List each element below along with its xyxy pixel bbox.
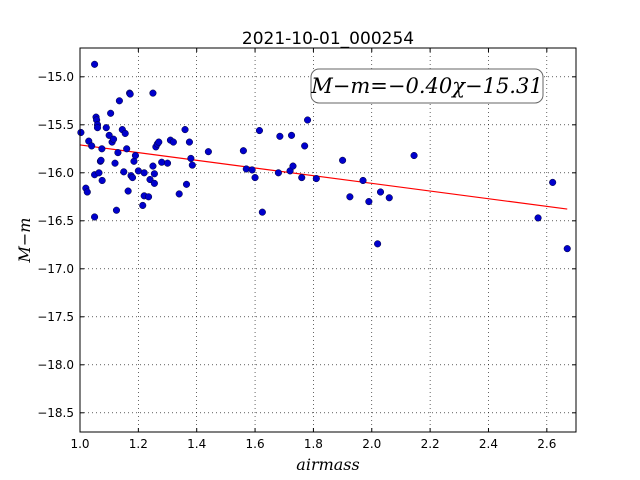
data-point [77, 128, 85, 137]
data-point [204, 148, 212, 156]
x-tick-label: 1.4 [187, 437, 206, 451]
data-point [130, 157, 138, 165]
fit-equation-box: M−m=−0.40χ−15.31 [310, 68, 544, 104]
data-point [304, 116, 312, 124]
data-point [149, 162, 157, 170]
x-tick-label: 2.0 [362, 437, 381, 451]
y-tick-label: −16.0 [37, 166, 74, 180]
data-point [175, 190, 183, 198]
data-point [102, 124, 110, 132]
data-point [258, 208, 266, 216]
data-point [91, 213, 99, 221]
data-point [121, 129, 129, 137]
data-point [95, 169, 103, 177]
plot-area-frame [79, 47, 577, 433]
y-tick-label: −15.5 [37, 118, 74, 132]
data-point [150, 170, 158, 178]
data-point [150, 179, 158, 187]
data-point [91, 60, 99, 68]
x-tick-labels: 1.0 1.2 1.4 1.6 1.8 2.0 2.2 2.4 2.6 [70, 437, 556, 451]
y-tick-label: −18.5 [37, 406, 74, 420]
data-points [77, 60, 571, 253]
data-point [248, 166, 256, 174]
data-point [182, 180, 191, 188]
x-axis-label: airmass [296, 455, 359, 474]
data-point [128, 174, 137, 182]
x-tick-label: 1.8 [304, 437, 323, 451]
data-point [93, 124, 102, 132]
data-point [289, 162, 297, 170]
y-tick-label: −18.0 [37, 358, 74, 372]
data-point [534, 214, 542, 222]
x-tick-label: 2.6 [537, 437, 556, 451]
data-point [410, 151, 418, 160]
x-tick-label: 2.2 [421, 437, 440, 451]
data-point [242, 165, 250, 173]
data-point [185, 138, 193, 146]
fit-line-group [79, 144, 568, 210]
y-tick-label: −17.5 [37, 310, 74, 324]
data-point [239, 147, 247, 155]
data-point [374, 240, 382, 248]
y-tick-label: −17.0 [37, 262, 74, 276]
data-point [312, 175, 320, 183]
data-point [120, 168, 128, 176]
data-point [376, 188, 385, 196]
chart-title: 2021-10-01_000254 [242, 29, 414, 49]
data-point [97, 156, 105, 164]
data-point [115, 97, 123, 105]
x-tick-label: 1.0 [70, 437, 89, 451]
y-tick-label: −16.5 [37, 214, 74, 228]
x-tick-label: 2.4 [479, 437, 498, 451]
data-point [140, 169, 148, 177]
x-tick-label: 1.2 [129, 437, 148, 451]
y-tick-labels: −15.0 −15.5 −16.0 −16.5 −17.0 −17.5 −18.0 −18.5 [37, 70, 74, 420]
fit-line [79, 144, 568, 210]
data-point [287, 131, 296, 139]
data-point [251, 174, 259, 182]
data-point [255, 127, 263, 135]
data-point [123, 145, 131, 153]
data-point [563, 245, 571, 253]
data-point [83, 188, 91, 196]
data-point [110, 135, 118, 143]
data-point [124, 187, 132, 195]
data-point [181, 126, 189, 134]
data-point [385, 194, 393, 202]
data-point [155, 138, 163, 146]
data-point [298, 174, 306, 182]
data-point [145, 193, 153, 201]
data-point [163, 159, 172, 167]
data-point [365, 198, 373, 206]
data-point [169, 138, 177, 146]
data-point [188, 161, 196, 169]
data-point [111, 159, 119, 167]
data-point [114, 149, 122, 157]
y-tick-label: −15.0 [37, 70, 74, 84]
data-point [274, 169, 282, 177]
data-point [359, 176, 367, 185]
data-point [107, 109, 115, 117]
data-point [149, 89, 157, 97]
data-point [276, 132, 284, 140]
x-tick-label: 1.6 [246, 437, 265, 451]
data-point [549, 178, 557, 186]
data-point [112, 206, 121, 214]
data-point [339, 156, 347, 164]
data-point [126, 90, 134, 98]
data-point [88, 142, 96, 150]
y-axis-label: M−m [15, 218, 34, 264]
data-point [158, 158, 166, 166]
data-point [98, 176, 106, 185]
data-point [187, 154, 195, 162]
fit-equation: M−m=−0.40χ−15.31 [310, 74, 542, 98]
data-point [98, 145, 106, 153]
data-point [346, 193, 354, 201]
axis-ticks [79, 48, 576, 432]
data-point [139, 201, 147, 209]
data-point [301, 142, 309, 150]
data-point [131, 151, 139, 160]
